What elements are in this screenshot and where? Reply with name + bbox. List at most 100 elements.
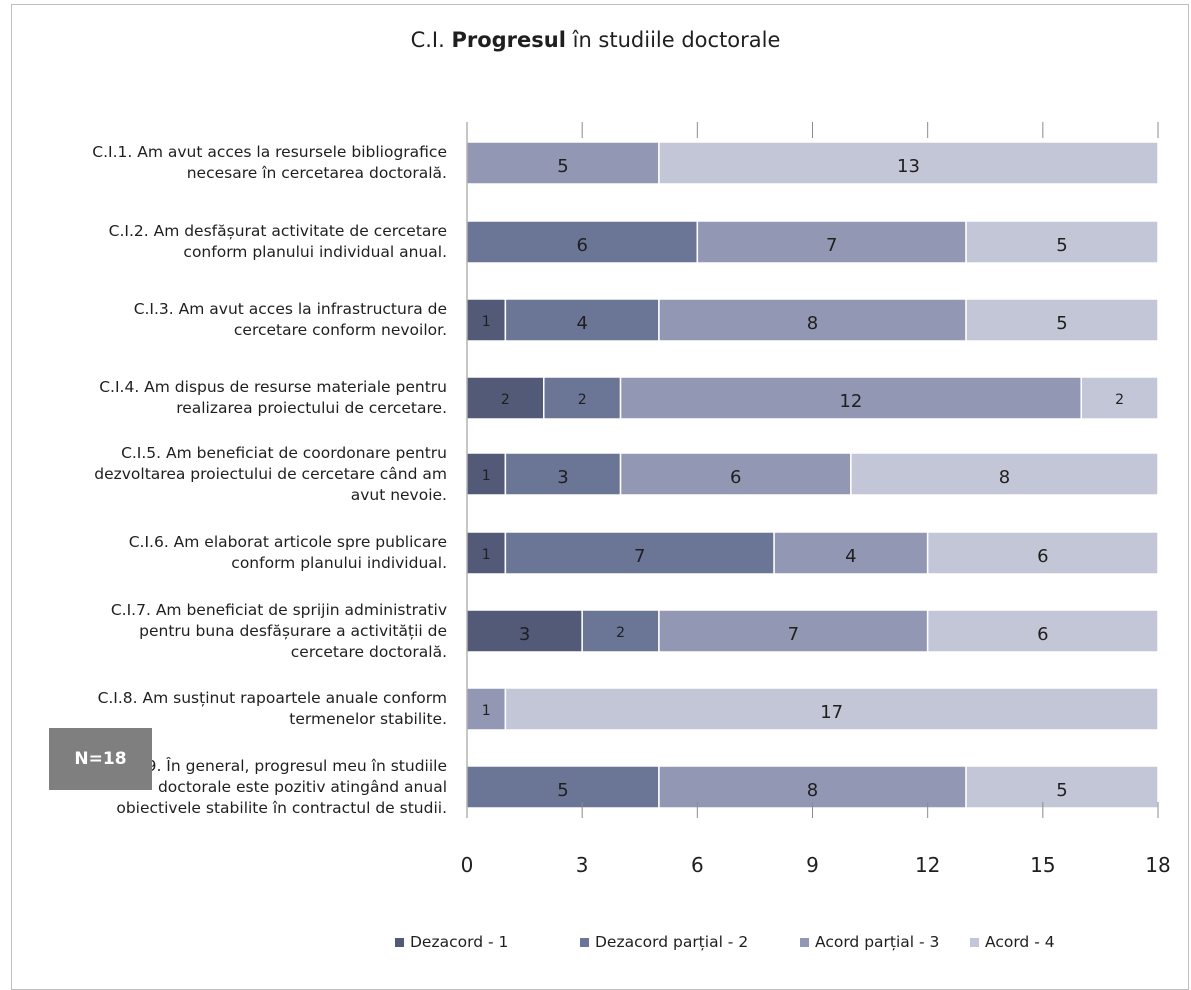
x-tick-label: 15 — [1030, 853, 1055, 877]
data-label: 3 — [557, 467, 568, 488]
data-label: 6 — [576, 235, 587, 256]
category-label: C.I.3. Am avut acces la infrastructura d… — [7, 299, 447, 341]
bar-segment — [466, 765, 660, 809]
bar-segment — [658, 609, 929, 653]
x-tick-label: 12 — [915, 853, 940, 877]
data-label: 6 — [730, 467, 741, 488]
legend-label: Dezacord - 1 — [410, 933, 509, 951]
category-label: C.I.6. Am elaborat articole spre publica… — [7, 532, 447, 574]
data-label: 2 — [578, 392, 587, 408]
legend-swatch — [395, 937, 404, 947]
data-label: 2 — [616, 625, 625, 641]
bar-segment — [543, 376, 622, 420]
bar-segment — [926, 609, 1159, 653]
bar-segment — [466, 141, 660, 185]
sample-size-label: N=18 — [74, 749, 127, 769]
bar-segment — [504, 452, 622, 496]
data-label: 3 — [519, 624, 530, 645]
category-label-line: conform planului individual. — [231, 554, 447, 572]
bar-segment — [965, 298, 1159, 342]
data-label: 6 — [1037, 624, 1048, 645]
legend-item: Acord - 4 — [970, 933, 1055, 951]
category-label-line: C.I.3. Am avut acces la infrastructura d… — [133, 300, 447, 318]
data-label: 2 — [501, 392, 510, 408]
data-label: 5 — [1056, 313, 1067, 334]
category-label-line: obiectivele stabilite în contractul de s… — [116, 798, 447, 817]
category-label-line: C.I.1. Am avut acces la resursele biblio… — [92, 143, 447, 161]
category-label: C.I.4. Am dispus de resurse materiale pe… — [7, 377, 447, 419]
category-label-line: C.I.5. Am beneficiat de coordonare pentr… — [121, 443, 447, 462]
category-label-line: termenelor stabilite. — [289, 710, 447, 728]
bar-segment — [926, 531, 1159, 575]
category-label-line: C.I.7. Am beneficiat de sprijin administ… — [110, 600, 447, 619]
category-label: C.I.5. Am beneficiat de coordonare pentr… — [7, 443, 447, 506]
bar-segment — [504, 531, 775, 575]
x-tick-label: 6 — [691, 853, 704, 877]
category-label-line: cercetare conform nevoilor. — [233, 321, 447, 339]
data-label: 5 — [557, 780, 568, 801]
category-label-line: C.I.4. Am dispus de resurse materiale pe… — [99, 378, 447, 396]
chart-title: C.I. Progresul în studiile doctorale — [410, 28, 781, 52]
legend-item: Acord parțial - 3 — [800, 933, 939, 951]
data-label: 4 — [576, 313, 587, 334]
data-label: 8 — [807, 780, 818, 801]
category-label: C.I.1. Am avut acces la resursele biblio… — [7, 142, 447, 184]
x-tick-label: 3 — [576, 853, 589, 877]
bar-segment — [1080, 376, 1159, 420]
data-label: 2 — [1115, 392, 1124, 408]
legend-swatch — [580, 937, 589, 947]
data-label: 13 — [897, 156, 920, 177]
category-label-line: cercetare doctorală. — [290, 642, 447, 661]
data-label: 1 — [482, 314, 491, 330]
category-label-line: doctorale este pozitiv atingând anual — [157, 777, 447, 796]
data-label: 8 — [807, 313, 818, 334]
x-tick-label: 18 — [1145, 853, 1170, 877]
data-label: 5 — [1056, 780, 1067, 801]
legend-item: Dezacord - 1 — [395, 933, 508, 951]
category-label: C.I.8. Am susținut rapoartele anuale con… — [7, 688, 447, 730]
bar-segment — [965, 220, 1159, 264]
data-label: 7 — [826, 235, 837, 256]
category-label-line: avut nevoie. — [350, 485, 447, 504]
category-label: C.I.2. Am desfășurat activitate de cerce… — [7, 221, 447, 263]
legend-swatch — [800, 937, 809, 947]
category-label-line: C.I.8. Am susținut rapoartele anuale con… — [97, 689, 447, 707]
x-tick-label: 9 — [806, 853, 819, 877]
bar-segment — [504, 298, 660, 342]
legend-label: Dezacord parțial - 2 — [595, 933, 749, 951]
data-label: 5 — [1056, 235, 1067, 256]
bar-segment — [466, 452, 507, 496]
bar-segment — [965, 765, 1159, 809]
category-label-line: necesare în cercetarea doctorală. — [186, 164, 447, 182]
bar-segment — [773, 531, 929, 575]
bar-segment — [619, 376, 1082, 420]
category-label: C.I.7. Am beneficiat de sprijin administ… — [7, 600, 447, 663]
category-label-line: C.I.2. Am desfășurat activitate de cerce… — [108, 222, 447, 240]
category-label-line: C.I.6. Am elaborat articole spre publica… — [128, 533, 447, 551]
data-label: 8 — [999, 467, 1010, 488]
bar-segment — [504, 687, 1159, 731]
bar-segment — [658, 765, 967, 809]
sample-size-badge: N=18 — [49, 728, 152, 790]
category-label-line: conform planului individual anual. — [183, 243, 447, 261]
data-label: 5 — [557, 156, 568, 177]
data-label: 17 — [820, 702, 843, 723]
category-label-line: C.I.9. În general, progresul meu în stud… — [121, 756, 447, 775]
data-label: 7 — [788, 624, 799, 645]
bar-segment — [658, 298, 967, 342]
bar-segment — [658, 141, 1159, 185]
category-label: C.I.9. În general, progresul meu în stud… — [7, 756, 447, 819]
legend-label: Acord parțial - 3 — [815, 933, 940, 951]
data-label: 4 — [845, 546, 856, 567]
bar-segment — [850, 452, 1159, 496]
data-label: 1 — [482, 468, 491, 484]
bar-segment — [619, 452, 852, 496]
x-tick-label: 0 — [461, 853, 474, 877]
category-label-line: dezvoltarea proiectului de cercetare cân… — [94, 464, 447, 483]
legend-swatch — [970, 937, 979, 947]
legend-label: Acord - 4 — [985, 933, 1055, 951]
bar-segment — [466, 531, 507, 575]
data-label: 12 — [839, 391, 862, 412]
category-label-line: pentru buna desfășurare a activității de — [139, 621, 447, 640]
